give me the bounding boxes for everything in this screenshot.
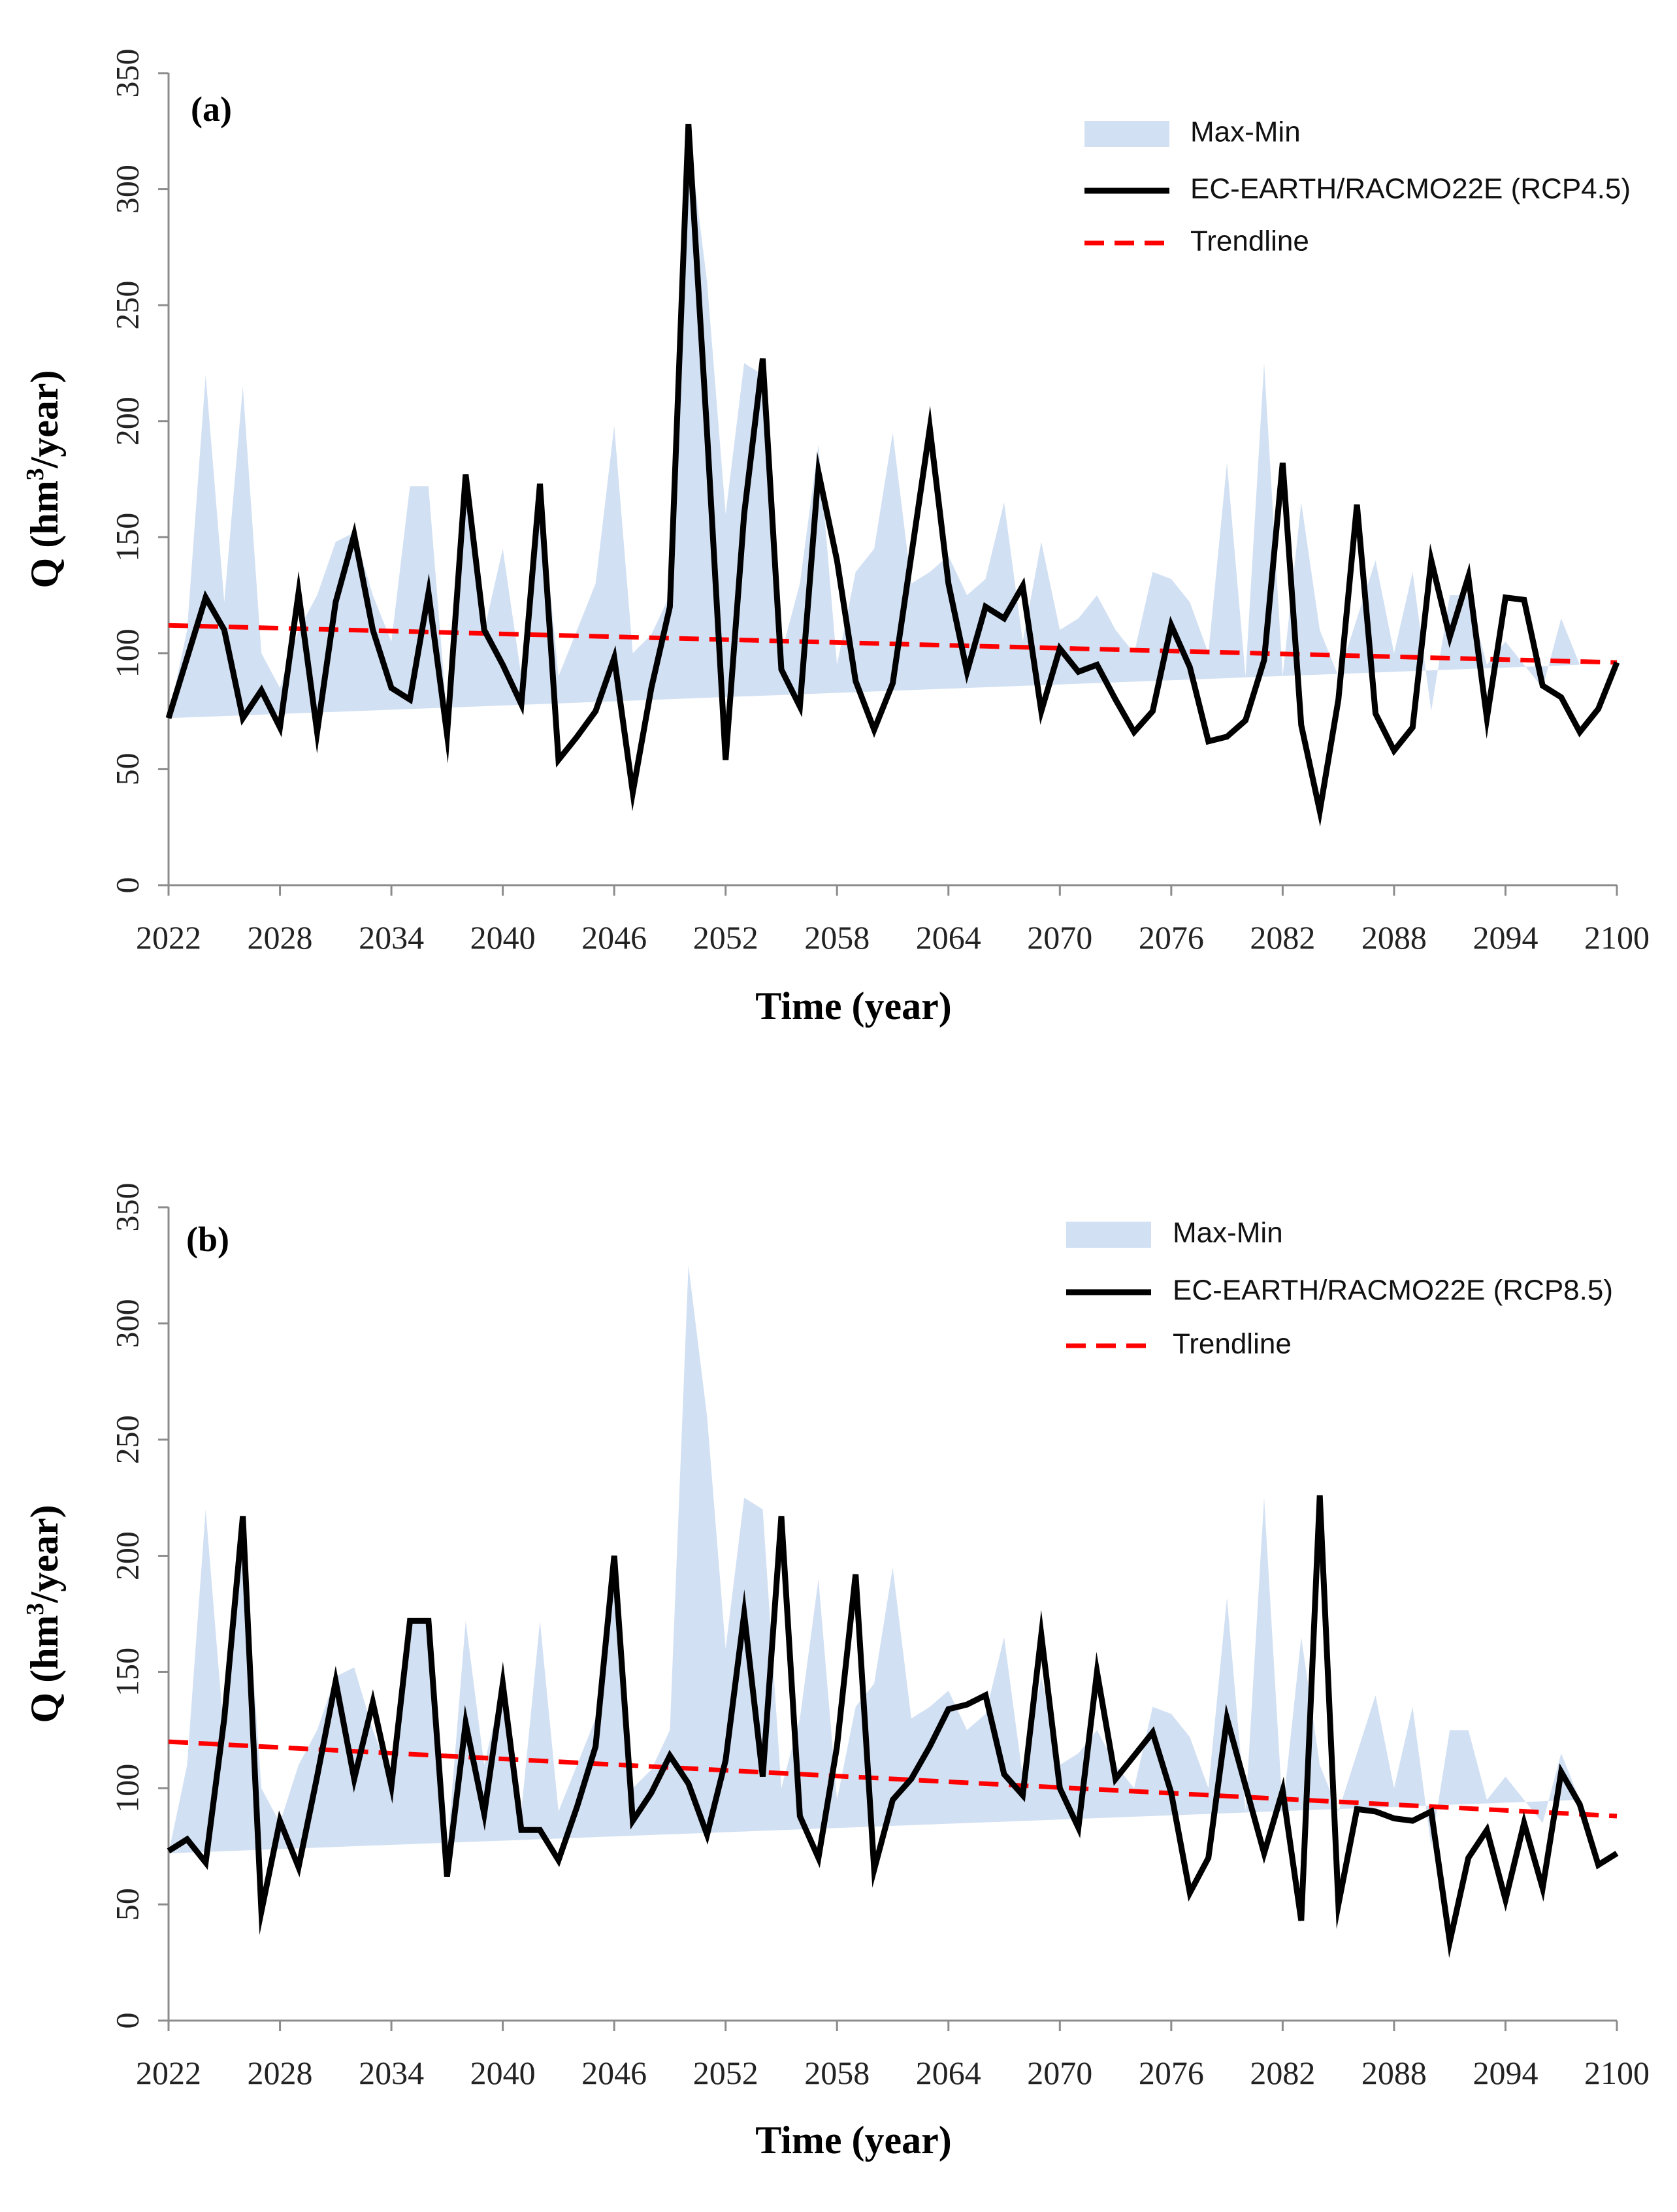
x-tick-label: 2094 [1473,2055,1538,2091]
y-axis-title: Q (hm3/year) [22,370,66,589]
x-tick-label: 2040 [470,919,536,956]
x-tick-label: 2070 [1027,2055,1092,2091]
legend: Max-Min EC-EARTH/RACMO22E (RCP4.5) Trendli… [1084,116,1631,257]
y-tick-label: 150 [108,1648,145,1697]
x-tick-label: 2082 [1250,2055,1315,2091]
y-axis-title-sup: 3 [22,468,49,480]
x-tick-label: 2064 [916,2055,981,2091]
y-tick-label: 350 [108,1183,145,1232]
x-tick-label: 2022 [136,919,201,956]
x-tick-label: 2028 [248,919,313,956]
x-tick-label: 2094 [1473,919,1538,956]
x-tick-label: 2058 [804,919,870,956]
x-tick-label: 2040 [470,2055,536,2091]
x-tick-label: 2082 [1250,919,1315,956]
y-tick-label: 0 [108,877,145,894]
x-tick-label: 2046 [581,919,647,956]
y-axis-title-end: /year) [23,1505,66,1604]
x-axis-title: Time (year) [755,2119,951,2162]
legend-label-line: EC-EARTH/RACMO22E (RCP4.5) [1190,173,1631,205]
series-line [165,123,1620,827]
y-axis-title-end: /year) [23,370,66,469]
legend-label-line: EC-EARTH/RACMO22E (RCP8.5) [1173,1275,1613,1307]
y-tick-label: 100 [108,628,145,677]
y-axis-title-main: Q (hm [23,1615,66,1723]
legend: Max-Min EC-EARTH/RACMO22E (RCP8.5) Trendli… [1066,1217,1613,1360]
x-axis-title: Time (year) [755,984,951,1028]
x-tick-label: 2064 [916,919,981,956]
y-tick-label: 200 [108,397,145,446]
x-tick-label: 2058 [804,2055,870,2091]
y-axis-title-sup: 3 [22,1602,49,1615]
y-tick-label: 50 [108,1888,145,1921]
series-line [167,1495,1619,1959]
legend-label-trend: Trendline [1173,1328,1292,1360]
x-tick-label: 2046 [581,2055,647,2091]
y-tick-label: 200 [108,1531,145,1580]
y-tick-label: 100 [108,1764,145,1813]
legend-swatch-band [1066,1222,1151,1248]
x-tick-label: 2100 [1584,919,1650,956]
y-tick-label: 300 [108,1299,145,1348]
y-tick-label: 350 [108,49,145,98]
legend-swatch-band [1084,121,1169,147]
max-min-band [169,131,1580,719]
x-tick-label: 2070 [1027,919,1092,956]
x-tick-label: 2052 [693,919,758,956]
x-tick-label: 2034 [359,919,424,956]
y-axis-title-main: Q (hm [23,480,66,588]
y-tick-label: 300 [108,165,145,214]
y-tick-label: 0 [108,2013,145,2029]
chart-panel-1: 0 50 100 150 200 250 300 350 2022 2028 2034 2040 204… [22,49,1650,1028]
trendline [168,623,1618,665]
x-tick-label: 2076 [1139,919,1204,956]
chart-panel-2: 0 50 100 150 200 250 300 350 2022 2028 2034 2040 204… [22,1183,1650,2162]
legend-label-band: Max-Min [1190,116,1301,148]
y-tick-label: 250 [108,1415,145,1464]
panel-label: (a) [191,89,232,129]
x-tick-label: 2028 [248,2055,313,2091]
panel-label: (b) [186,1220,229,1259]
y-tick-label: 250 [108,281,145,330]
x-tick-label: 2052 [693,2055,758,2091]
trendline [168,1739,1618,1819]
y-axis-title: Q (hm3/year) [22,1505,66,1723]
legend-label-band: Max-Min [1173,1217,1283,1249]
x-tick-label: 2100 [1584,2055,1650,2091]
legend-label-trend: Trendline [1190,225,1309,257]
x-tick-label: 2034 [359,2055,424,2091]
x-tick-label: 2088 [1361,919,1427,956]
x-tick-label: 2022 [136,2055,201,2091]
y-tick-label: 50 [108,753,145,785]
y-tick-label: 150 [108,513,145,562]
x-tick-label: 2088 [1361,2055,1427,2091]
max-min-band [169,1265,1580,1853]
x-tick-label: 2076 [1139,2055,1204,2091]
